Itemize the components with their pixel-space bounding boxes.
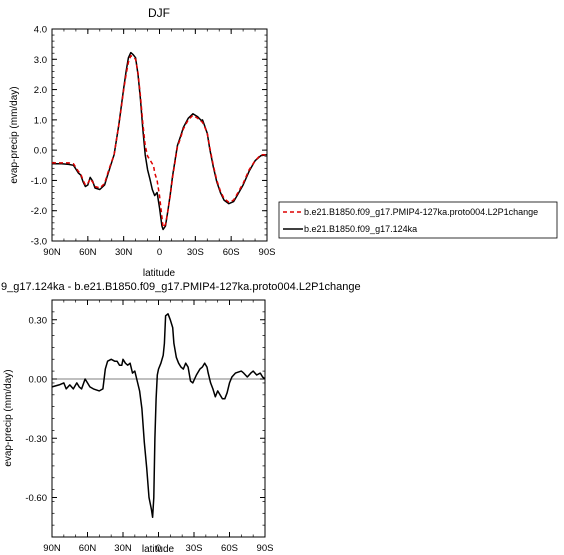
top-ytick-label: -2.0 [31,206,47,217]
bottom-ytick-label: 0.30 [29,315,48,326]
top-ytick-label: 0.0 [34,146,47,157]
top-ytick-label: -1.0 [31,176,47,187]
top-ytick-label: 2.0 [34,85,47,96]
bottom-chart-xlabel: latitude [142,544,175,555]
bottom-series-line-1 [51,313,266,519]
top-xtick-label: 60N [79,247,97,258]
bottom-xtick-label: 30N [114,543,132,554]
bottom-chart-panel: 9_g17.124ka - b.e21.B1850.f09_g17.PMIP4-… [1,281,361,555]
top-xtick-label: 90S [259,247,276,258]
top-ytick-label: -3.0 [31,237,47,248]
top-series-line-1 [52,54,267,229]
legend-label-series-1: b.e21.B1850.f09_g17.PMIP4-127ka.proto004… [304,207,538,217]
top-ytick-label: 3.0 [34,55,47,66]
top-xtick-label: 30N [115,247,133,258]
top-chart-ylabel: evap-precip (mm/day) [9,86,20,183]
top-xtick-label: 30S [187,247,204,258]
top-xtick-label: 90N [43,247,61,258]
bottom-xtick-label: 90S [257,543,274,554]
bottom-xtick-label: 60S [221,543,238,554]
top-ytick-label: 4.0 [34,25,47,36]
bottom-chart-ylabel: evap-precip (mm/day) [3,369,14,466]
bottom-xtick-label: 0 [156,543,161,554]
bottom-xtick-label: 60N [79,543,97,554]
bottom-xtick-label: 90N [43,543,61,554]
top-chart-legend: b.e21.B1850.f09_g17.PMIP4-127ka.proto004… [278,201,558,239]
top-chart-title: DJF [148,6,170,20]
bottom-ytick-label: 0.00 [29,375,48,386]
bottom-ytick-label: -0.60 [25,493,47,504]
bottom-ytick-label: -0.30 [25,434,47,445]
bottom-chart-title: 9_g17.124ka - b.e21.B1850.f09_g17.PMIP4-… [1,281,361,293]
legend-label-series-2: b.e21.B1850.f09_g17.124ka [304,224,417,234]
bottom-xtick-label: 30S [186,543,203,554]
top-chart-panel: DJF 4.0 3.0 2.0 1.0 0.0 -1.0 -2.0 -3.0 90N 60N 30… [9,6,275,279]
bottom-chart-plot-frame [51,299,266,538]
top-xtick-label: 60S [223,247,240,258]
top-series-line-2 [52,51,268,231]
top-xtick-label: 0 [157,247,162,258]
top-chart-xlabel: latitude [143,268,176,279]
legend-box [278,201,558,239]
top-ytick-label: 1.0 [34,115,47,126]
